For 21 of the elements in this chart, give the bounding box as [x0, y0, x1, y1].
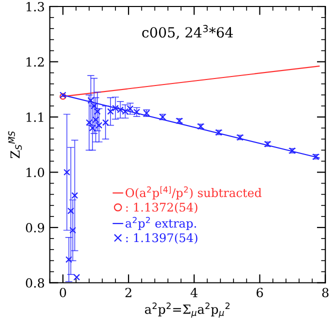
y-tick-label: 1.2 — [26, 57, 44, 67]
text: c005, 24$^{3}$*64 — [142, 24, 233, 40]
x-tick-label: 6 — [256, 288, 263, 298]
x-tick-label: 0 — [60, 288, 66, 298]
x-tick-label: 4 — [190, 288, 198, 298]
text: a$^{2}$p$^{2}$=Σ$_{μ}$a$^{2}$p$_{μ}$$^{2}$ — [144, 302, 230, 318]
y-tick-label: 1.3 — [26, 2, 44, 12]
legend-label: a$^{2}$p$^{2}$ extrap. — [126, 216, 196, 230]
x-tick-label: 8 — [322, 288, 328, 298]
legend-label: : 1.1372(54) — [126, 202, 198, 214]
x-tick-label: 2 — [125, 288, 132, 298]
y-axis-title: Z$_{S}$$^{M̄S̄}$ — [8, 131, 22, 158]
point — [107, 108, 114, 115]
y-tick-label: 0.8 — [26, 278, 44, 288]
legend-label: : 1.1397(54) — [126, 233, 198, 244]
y-tick-label: 0.9 — [26, 222, 44, 232]
y-tick-label: 1.1 — [26, 112, 44, 122]
point — [64, 168, 70, 176]
y-tick-label: 1.0 — [26, 168, 44, 178]
point — [67, 208, 74, 214]
legend-label: O(a$^{2}$p$^{[4]}$/p$^{2}$) subtracted — [126, 186, 262, 200]
